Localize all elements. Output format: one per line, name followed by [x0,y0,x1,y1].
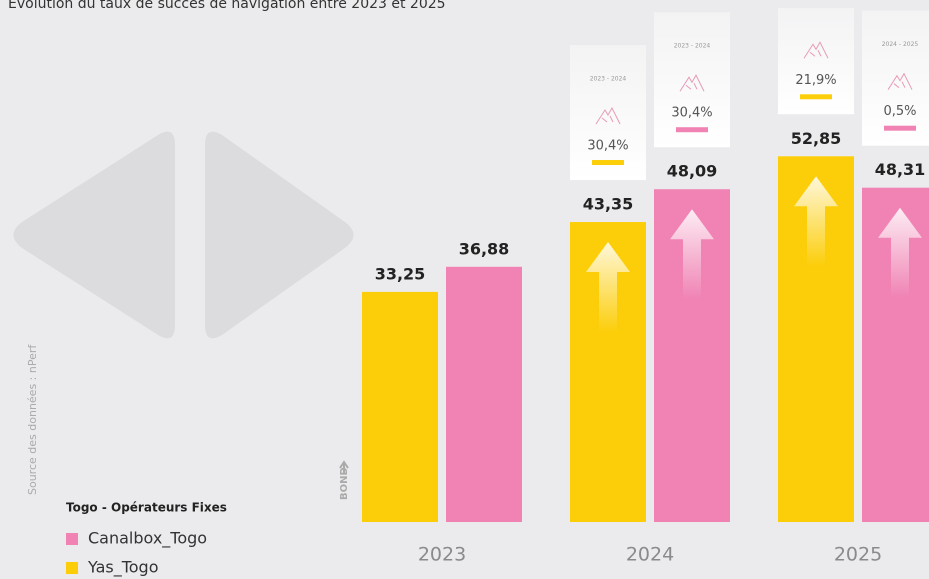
value-label: 52,85 [791,129,842,148]
growth-card [570,45,646,181]
x-tick-label: 2023 [418,544,466,566]
legend-swatch [66,562,78,574]
growth-arrow [794,176,838,267]
growth-label: 30,4% [587,139,628,154]
legend-label: Canalbox_Togo [88,529,207,549]
legend-label: Yas_Togo [87,558,159,578]
mountain-icon [887,72,913,90]
legend-title: Togo - Opérateurs Fixes [66,501,227,515]
growth-arrow [878,207,922,298]
growth-marker [592,160,624,166]
source: Source des données : nPerf [26,344,39,495]
growth-arrow [670,209,714,300]
mountain-icon [803,41,829,59]
bar [362,291,438,522]
growth-label: 0,5% [883,104,916,119]
growth-period: 2023 - 2024 [674,43,711,50]
value-label: 36,88 [459,239,510,258]
value-label: 43,35 [583,195,634,214]
value-label: 33,25 [375,264,426,283]
chart-title: Evolution du taux de succès de navigatio… [8,0,446,12]
axis-arrow [339,460,349,474]
growth-card [654,12,730,148]
growth-label: 30,4% [671,106,712,121]
growth-marker [884,125,916,131]
growth-period: 2024 - 2025 [882,41,919,48]
x-tick-label: 2025 [834,544,882,566]
deco-shape [13,131,175,339]
value-label: 48,31 [875,160,926,179]
growth-marker [800,94,832,100]
growth-marker [676,127,708,133]
growth-period: 2023 - 2024 [590,76,627,83]
value-label: 48,09 [667,162,718,181]
growth-arrow [586,242,630,333]
bar [446,266,522,522]
x-tick-label: 2024 [626,544,674,566]
legend-swatch [66,533,78,545]
mountain-icon [679,74,705,92]
growth-label: 21,9% [795,73,836,88]
mountain-icon [595,106,621,125]
axis-label: BOND [339,467,350,500]
deco-shape [205,131,354,339]
